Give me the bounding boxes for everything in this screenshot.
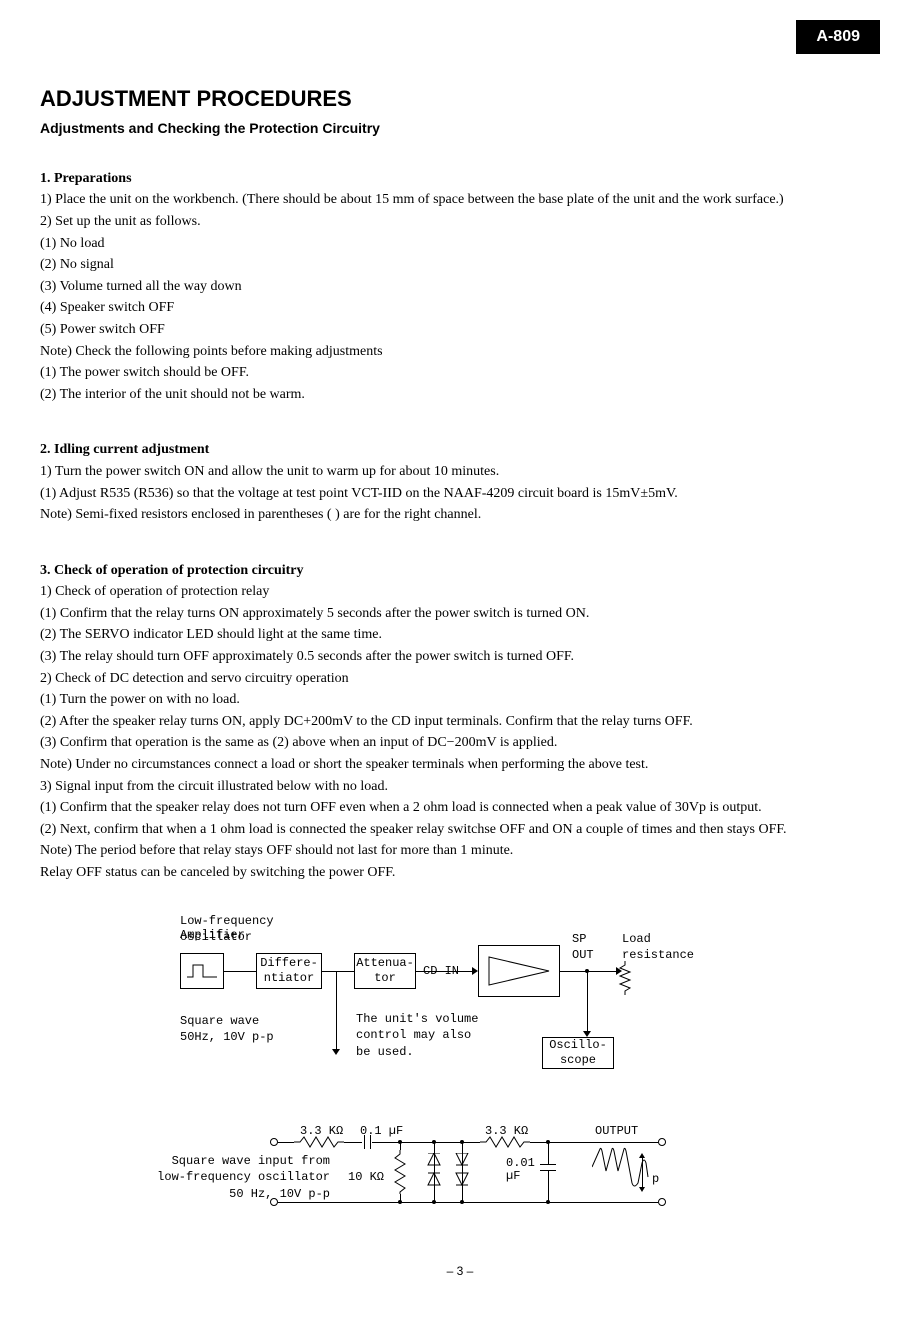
list-subitem: (1) No load [40,234,880,254]
page-subtitle: Adjustments and Checking the Protection … [40,119,880,139]
list-item: 1) Place the unit on the workbench. (The… [40,190,880,210]
section-num: 1. [40,171,51,186]
lfo-block [180,953,224,989]
node-dot [546,1140,550,1144]
list-subitem: (2) No signal [40,255,880,275]
list-item: 1) Turn the power switch ON and allow th… [40,462,880,482]
section-title: Preparations [54,171,132,186]
section-num: 2. [40,442,51,457]
terminal-icon [658,1138,666,1146]
differentiator-block: Differe-ntiator [256,953,322,989]
c2-label: 0.01µF [506,1157,535,1183]
list-subitem: (2) Next, confirm that when a 1 ohm load… [40,820,880,840]
resistor-icon [393,1150,407,1194]
terminal-icon [270,1138,278,1146]
model-badge: A-809 [796,20,880,54]
section-idling: 2. Idling current adjustment 1) Turn the… [40,440,880,524]
sp-label: SPOUT [572,931,594,965]
section-title: Check of operation of protection circuit… [54,563,304,578]
note-subitem: (2) The interior of the unit should not … [40,385,880,405]
list-item: 3) Signal input from the circuit illustr… [40,777,880,797]
block-diagram: Low-frequencyoscillator Amplifier SPOUT … [180,913,740,1093]
list-subitem: (2) After the speaker relay turns ON, ap… [40,712,880,732]
list-subitem: (1) Confirm that the speaker relay does … [40,798,880,818]
list-subitem: (2) The SERVO indicator LED should light… [40,625,880,645]
list-subitem: (1) Adjust R535 (R536) so that the volta… [40,484,880,504]
node-dot [398,1140,402,1144]
list-subitem: (3) Volume turned all the way down [40,277,880,297]
list-item: 2) Set up the unit as follows. [40,212,880,232]
diode-icon [426,1153,442,1193]
squarewave-label: Square wave50Hz, 10V p-p [180,1013,274,1047]
page-number: – 3 – [40,1263,880,1280]
volume-note-label: The unit's volumecontrol may alsobe used… [356,1011,478,1061]
node-dot [432,1140,436,1144]
list-subitem: (1) Confirm that the relay turns ON appr… [40,604,880,624]
section-protection: 3. Check of operation of protection circ… [40,561,880,883]
section-title: Idling current adjustment [54,442,209,457]
page-title: ADJUSTMENT PROCEDURES [40,84,880,115]
list-item: 1) Check of operation of protection rela… [40,582,880,602]
note-subitem: Note) Semi-fixed resistors enclosed in p… [40,505,880,525]
note-item: Note) The period before that relay stays… [40,841,880,861]
output-label: OUTPUT [595,1123,638,1140]
input-label: Square wave input fromlow-frequency osci… [120,1153,330,1203]
resistor-icon [480,1135,530,1149]
list-item: 2) Check of DC detection and servo circu… [40,669,880,689]
node-dot [460,1140,464,1144]
terminal-icon [658,1198,666,1206]
list-subitem: (3) Confirm that operation is the same a… [40,733,880,753]
note-item: Note) Under no circumstances connect a l… [40,755,880,775]
r3-label: 10 KΩ [348,1169,384,1186]
note-item: Relay OFF status can be canceled by swit… [40,863,880,883]
amplifier-label: Amplifier [180,927,245,944]
note-item: Note) Check the following points before … [40,342,880,362]
list-subitem: (5) Power switch OFF [40,320,880,340]
load-label: Loadresistance [622,931,694,965]
amplifier-block [478,945,560,997]
section-num: 3. [40,563,51,578]
list-subitem: (3) The relay should turn OFF approximat… [40,647,880,667]
p-label: p [652,1171,659,1188]
attenuator-block: Attenua-tor [354,953,416,989]
section-preparations: 1. Preparations 1) Place the unit on the… [40,169,880,405]
list-subitem: (1) Turn the power on with no load. [40,690,880,710]
circuit-diagram: 3.3 KΩ 0.1 µF 3.3 KΩ OUTPUT 10 KΩ 0.01µF [180,1123,740,1233]
arrow-icon [332,1049,340,1055]
list-subitem: (4) Speaker switch OFF [40,298,880,318]
square-wave-icon [187,963,217,979]
resistor-icon [294,1135,344,1149]
diode-icon [454,1153,470,1193]
waveform-icon [592,1143,658,1193]
oscilloscope-block: Oscillo-scope [542,1037,614,1069]
note-subitem: (1) The power switch should be OFF. [40,363,880,383]
triangle-icon [487,955,551,987]
resistor-icon [618,961,632,995]
